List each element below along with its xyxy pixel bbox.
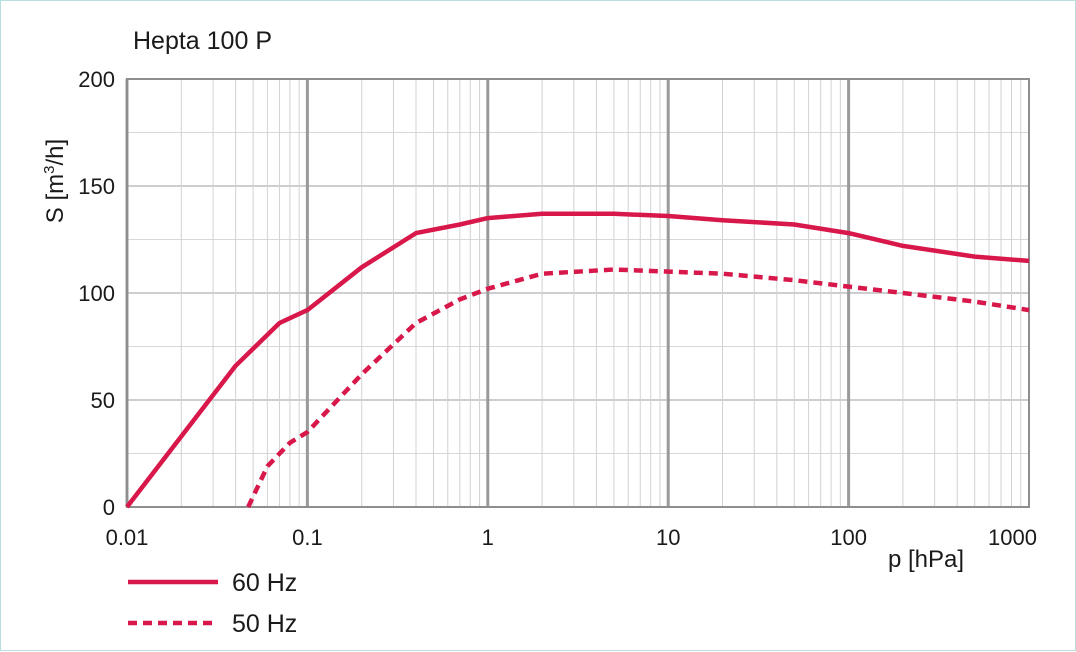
x-tick-label: 100 (830, 525, 867, 550)
legend: 60 Hz 50 Hz (128, 569, 297, 638)
y-tick-label: 50 (91, 388, 115, 413)
grid (125, 78, 1029, 508)
series-line (125, 211, 1030, 509)
x-tick-labels: 0.01 0.1 1 10 100 1000 (106, 525, 1037, 550)
y-tick-label: 200 (78, 67, 115, 92)
y-tick-label: 0 (103, 495, 115, 520)
chart-title: Hepta 100 P (133, 27, 272, 55)
y-tick-label: 150 (78, 174, 115, 199)
x-axis-label: p [hPa] (888, 546, 964, 573)
series-layer (125, 211, 1030, 509)
plot-area-border (126, 78, 1030, 508)
y-tick-label: 100 (78, 281, 115, 306)
legend-label: 60 Hz (232, 569, 297, 597)
x-tick-label: 1 (482, 525, 494, 550)
series-line (246, 267, 1030, 508)
y-tick-labels: 0 50 100 150 200 (78, 67, 115, 520)
x-tick-label: 0.01 (106, 525, 149, 550)
x-tick-label: 10 (656, 525, 680, 550)
x-tick-label: 1000 (988, 525, 1037, 550)
y-axis-label: S [m3/h] (41, 139, 69, 223)
x-tick-label: 0.1 (292, 525, 323, 550)
legend-label: 50 Hz (232, 610, 297, 638)
